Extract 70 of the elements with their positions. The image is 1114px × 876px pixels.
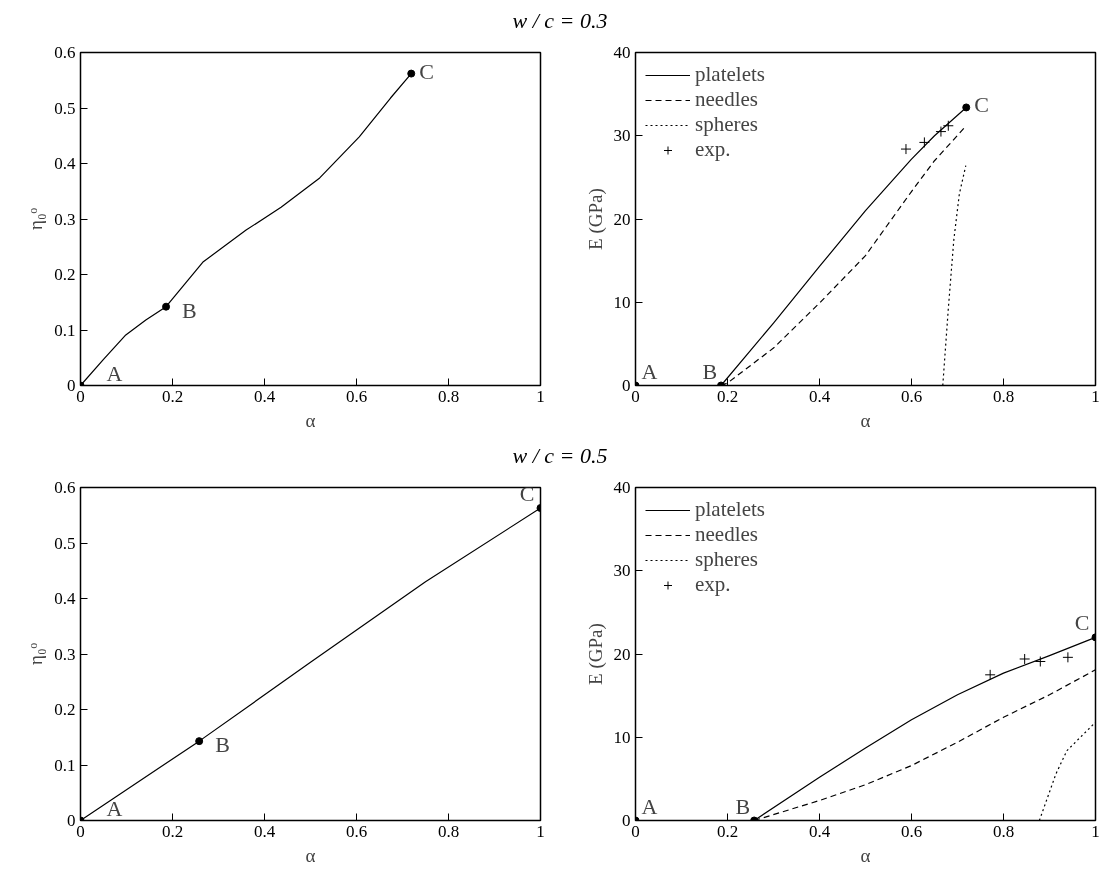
y-tick-label: 30 xyxy=(613,126,631,146)
x-tick-label: 0.2 xyxy=(716,821,739,841)
y-tick-label: 0.3 xyxy=(54,209,76,229)
x-tick-label: 0.6 xyxy=(900,386,923,406)
y-tick-label: 0.2 xyxy=(54,700,76,719)
x-tick-label: 0.2 xyxy=(716,386,739,406)
annotation: C xyxy=(419,58,434,84)
y-tick-label: 0.6 xyxy=(54,478,76,497)
annotation: A xyxy=(106,360,123,386)
x-axis-title: α xyxy=(305,409,316,431)
x-tick-label: 0.4 xyxy=(253,386,276,406)
legend-label: needles xyxy=(695,522,758,547)
y-axis-title: E (GPa) xyxy=(584,623,607,685)
annotation: B xyxy=(735,793,751,819)
y-tick-label: 40 xyxy=(613,478,631,497)
legend-label: needles xyxy=(695,87,758,112)
y-tick-label: 0.1 xyxy=(54,320,76,340)
y-tick-label: 0.3 xyxy=(54,644,76,664)
annotation: B xyxy=(182,297,197,323)
legend-label: platelets xyxy=(695,497,765,522)
x-tick-label: 0.2 xyxy=(161,821,184,841)
annotation: A xyxy=(641,358,658,384)
annotation: C xyxy=(519,481,535,507)
y-axis-title: η₀ᵒ xyxy=(25,642,47,666)
legend-label: platelets xyxy=(695,62,765,87)
annotation: A xyxy=(106,795,123,821)
legend-label: exp. xyxy=(695,137,731,162)
x-tick-label: 0.8 xyxy=(437,386,460,406)
x-tick-label: 0.8 xyxy=(992,386,1015,406)
y-tick-label: 0.2 xyxy=(54,265,76,284)
x-axis-title: α xyxy=(860,409,871,431)
annotation: B xyxy=(702,358,718,384)
y-tick-label: 40 xyxy=(613,43,631,62)
annotation: B xyxy=(215,732,230,758)
y-axis-title: η₀ᵒ xyxy=(25,207,47,231)
x-tick-label: 0.2 xyxy=(161,386,184,406)
x-tick-label: 0.6 xyxy=(345,386,368,406)
y-tick-label: 0.5 xyxy=(54,98,76,118)
x-tick-label: 0.8 xyxy=(992,821,1015,841)
annotation: C xyxy=(974,92,989,118)
y-tick-label: 0.4 xyxy=(54,154,76,173)
chart-title: w / c = 0.5 xyxy=(512,442,608,470)
annotation: C xyxy=(1074,610,1090,636)
y-tick-label: 0.1 xyxy=(54,755,76,775)
chart-title: w / c = 0.3 xyxy=(512,7,608,35)
x-tick-label: 0.4 xyxy=(253,821,276,841)
y-tick-label: 30 xyxy=(613,561,631,581)
x-tick-label: 0.6 xyxy=(345,821,368,841)
x-tick-label: 0.8 xyxy=(437,821,460,841)
y-tick-label: 10 xyxy=(613,292,631,312)
y-tick-label: 20 xyxy=(613,209,631,229)
x-tick-label: 0.4 xyxy=(808,386,831,406)
x-tick-label: 1 xyxy=(1091,386,1100,406)
x-tick-label: 0.4 xyxy=(808,821,831,841)
legend-label: spheres xyxy=(695,547,758,572)
x-tick-label: 1 xyxy=(1091,821,1100,841)
y-tick-label: 20 xyxy=(613,644,631,664)
y-axis-title: E (GPa) xyxy=(584,188,607,250)
y-tick-label: 0.6 xyxy=(54,43,76,62)
x-tick-label: 1 xyxy=(536,821,545,841)
y-tick-label: 0.4 xyxy=(54,589,76,608)
y-tick-label: 0.5 xyxy=(54,533,76,553)
y-tick-label: 10 xyxy=(613,727,631,747)
x-tick-label: 0.6 xyxy=(900,821,923,841)
x-axis-title: α xyxy=(860,844,871,866)
legend-label: spheres xyxy=(695,112,758,137)
x-tick-label: 1 xyxy=(536,386,545,406)
legend-label: exp. xyxy=(695,572,731,597)
x-axis-title: α xyxy=(305,844,316,866)
annotation: A xyxy=(641,793,658,819)
